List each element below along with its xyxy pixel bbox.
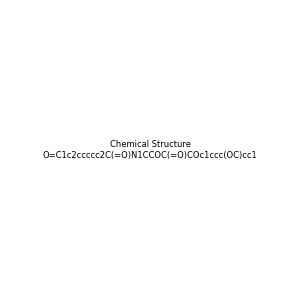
Text: Chemical Structure
O=C1c2ccccc2C(=O)N1CCOC(=O)COc1ccc(OC)cc1: Chemical Structure O=C1c2ccccc2C(=O)N1CC…: [43, 140, 257, 160]
